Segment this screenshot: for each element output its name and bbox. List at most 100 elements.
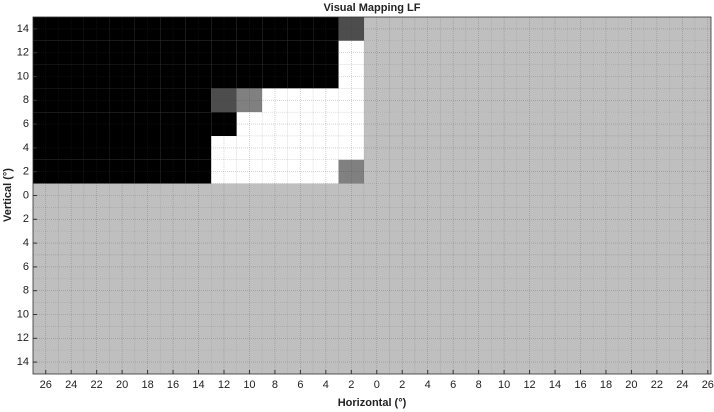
cell xyxy=(592,135,619,161)
cell xyxy=(312,159,339,184)
cell xyxy=(287,64,314,89)
cell xyxy=(83,254,110,280)
x-tick-label: 6 xyxy=(450,379,456,391)
cell xyxy=(83,326,110,351)
cell xyxy=(211,135,237,161)
cell xyxy=(618,159,645,184)
cell xyxy=(516,326,543,351)
y-tick-label: 14 xyxy=(17,23,29,35)
cell xyxy=(109,302,136,327)
cell xyxy=(414,135,441,161)
cell xyxy=(160,326,187,351)
cell xyxy=(261,135,288,161)
cell xyxy=(261,183,288,208)
cell xyxy=(491,88,518,113)
x-tick-label: 20 xyxy=(116,379,128,391)
cell xyxy=(542,183,569,208)
cell xyxy=(109,111,136,137)
cell xyxy=(414,349,441,375)
cell xyxy=(567,135,594,161)
cell xyxy=(338,135,365,161)
cell xyxy=(491,349,518,375)
cell xyxy=(134,64,161,89)
cell xyxy=(389,278,416,303)
cell xyxy=(236,111,263,137)
cell xyxy=(160,88,187,113)
cell xyxy=(465,302,492,327)
cell xyxy=(312,64,339,89)
x-tick-label: 8 xyxy=(272,379,278,391)
cell xyxy=(542,40,569,65)
cell xyxy=(236,135,263,161)
cell xyxy=(134,302,161,327)
cell xyxy=(491,183,518,208)
cell xyxy=(516,207,543,232)
cell xyxy=(211,64,237,89)
cell xyxy=(618,254,645,280)
cell xyxy=(312,230,339,256)
cell xyxy=(414,326,441,351)
y-tick-label: 6 xyxy=(23,118,29,130)
cell xyxy=(440,207,467,232)
cell xyxy=(516,88,543,113)
cell xyxy=(440,135,467,161)
cell xyxy=(109,88,136,113)
cell xyxy=(211,88,237,113)
cell xyxy=(338,40,365,65)
cell xyxy=(363,135,390,161)
cell xyxy=(592,326,619,351)
cell xyxy=(109,40,136,65)
y-tick-label: 10 xyxy=(17,70,29,82)
cell xyxy=(185,135,212,161)
cell xyxy=(567,230,594,256)
cell xyxy=(160,40,187,65)
cell xyxy=(312,302,339,327)
cell xyxy=(414,254,441,280)
cell xyxy=(261,64,288,89)
cell xyxy=(83,159,110,184)
cell xyxy=(109,135,136,161)
cell xyxy=(643,230,670,256)
cell xyxy=(160,254,187,280)
cell xyxy=(643,254,670,280)
cell xyxy=(58,40,85,65)
cell xyxy=(185,278,212,303)
cell xyxy=(491,302,518,327)
cell xyxy=(58,349,85,375)
x-tick-label: 16 xyxy=(574,379,586,391)
chart-title: Visual Mapping LF xyxy=(324,2,421,14)
cell xyxy=(83,278,110,303)
cell xyxy=(567,64,594,89)
cell xyxy=(618,207,645,232)
x-tick-label: 16 xyxy=(167,379,179,391)
cell xyxy=(440,302,467,327)
cell xyxy=(618,278,645,303)
cell xyxy=(134,111,161,137)
cell xyxy=(160,302,187,327)
cell xyxy=(567,40,594,65)
cell xyxy=(440,349,467,375)
cell xyxy=(694,278,712,303)
cell xyxy=(363,88,390,113)
cell xyxy=(592,278,619,303)
cell xyxy=(465,349,492,375)
cell xyxy=(465,207,492,232)
cell xyxy=(465,135,492,161)
cell xyxy=(185,230,212,256)
cell xyxy=(465,40,492,65)
y-tick-label: 0 xyxy=(23,189,29,201)
cell xyxy=(669,278,696,303)
cell xyxy=(109,230,136,256)
x-tick-label: 2 xyxy=(348,379,354,391)
cell xyxy=(236,254,263,280)
cell xyxy=(185,40,212,65)
cell xyxy=(592,254,619,280)
cell xyxy=(491,230,518,256)
cell xyxy=(211,230,237,256)
cell xyxy=(542,135,569,161)
y-tick-label: 2 xyxy=(23,213,29,225)
cell xyxy=(134,326,161,351)
y-tick-label: 12 xyxy=(17,47,29,59)
cell xyxy=(338,302,365,327)
